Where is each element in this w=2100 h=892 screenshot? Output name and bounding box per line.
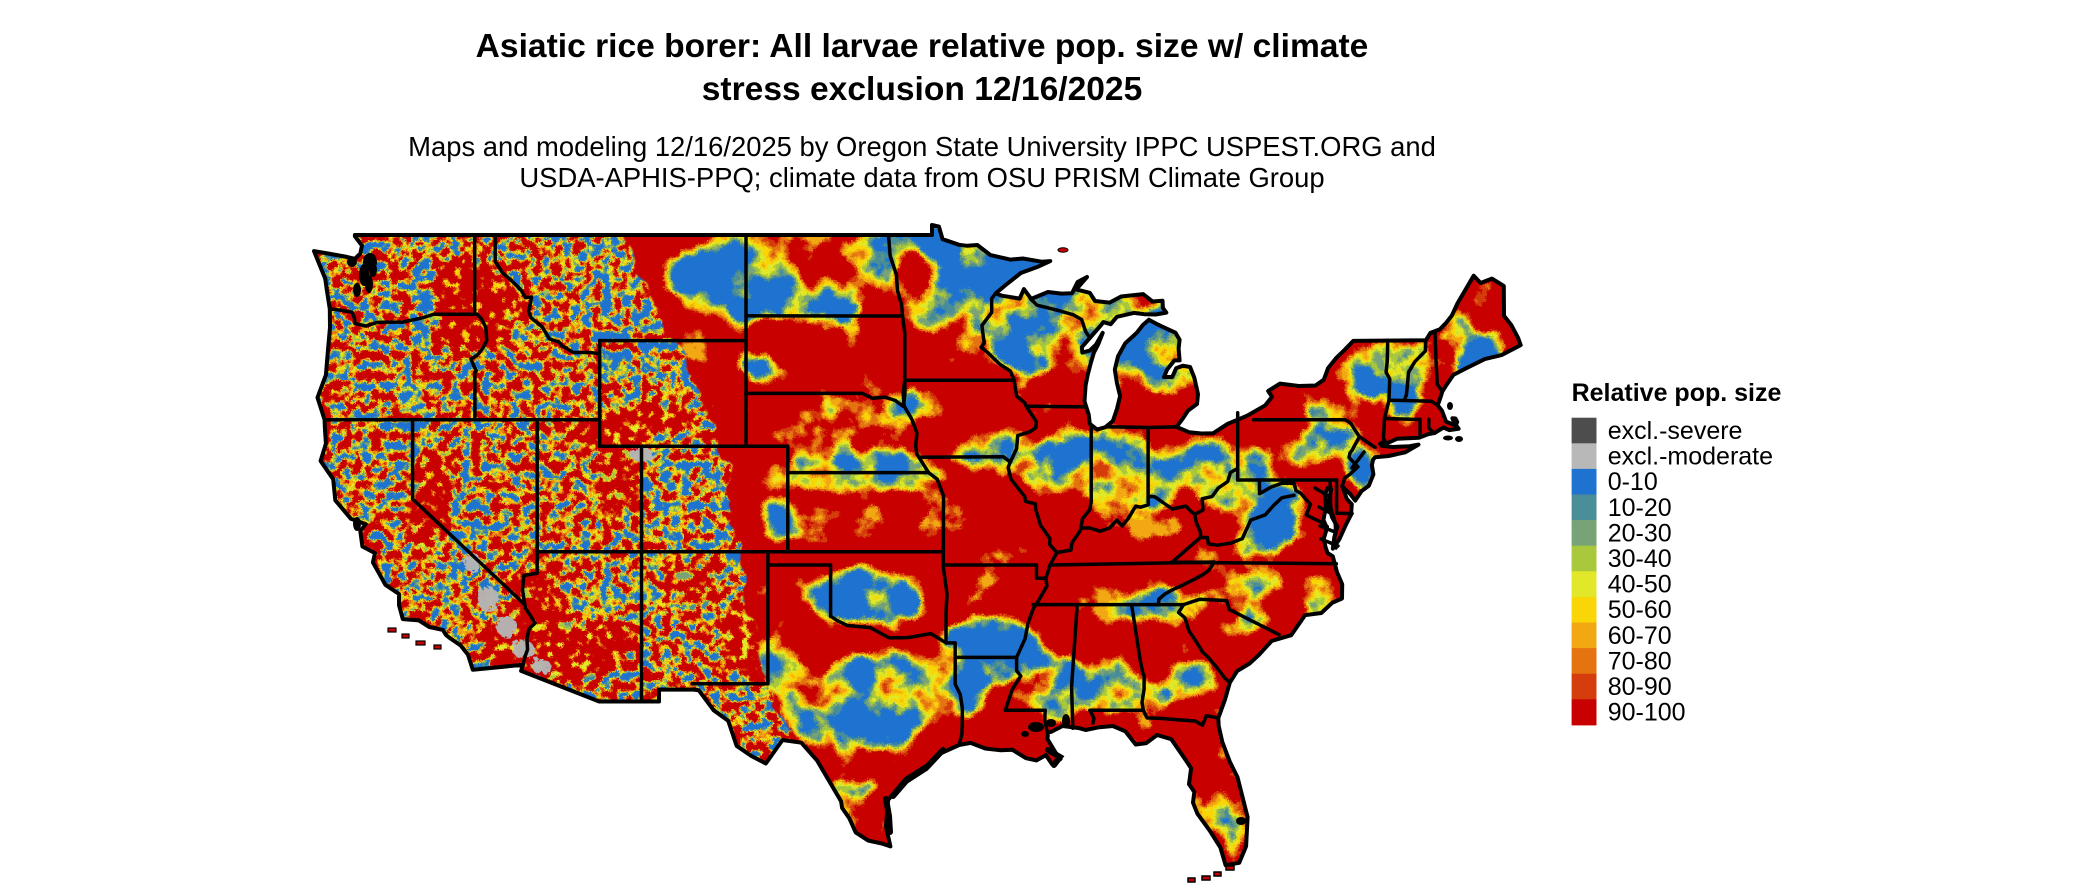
svg-text:90-100: 90-100 [1608,699,1686,727]
svg-text:60-70: 60-70 [1608,622,1672,650]
svg-text:excl.-moderate: excl.-moderate [1608,443,1773,471]
svg-text:Maps and modeling 12/16/2025 b: Maps and modeling 12/16/2025 by Oregon S… [408,131,1436,162]
svg-text:50-60: 50-60 [1608,596,1672,624]
svg-text:10-20: 10-20 [1608,494,1672,522]
svg-text:20-30: 20-30 [1608,519,1672,547]
svg-text:80-90: 80-90 [1608,673,1672,701]
svg-text:USDA-APHIS-PPQ; climate data f: USDA-APHIS-PPQ; climate data from OSU PR… [519,162,1324,193]
svg-text:Asiatic rice borer: All larvae: Asiatic rice borer: All larvae relative … [476,28,1369,65]
svg-text:40-50: 40-50 [1608,571,1672,599]
svg-text:70-80: 70-80 [1608,647,1672,675]
svg-text:0-10: 0-10 [1608,468,1658,496]
svg-text:stress exclusion 12/16/2025: stress exclusion 12/16/2025 [702,71,1143,108]
svg-text:30-40: 30-40 [1608,545,1672,573]
svg-text:excl.-severe: excl.-severe [1608,417,1743,445]
svg-text:Relative pop. size: Relative pop. size [1572,379,1782,407]
